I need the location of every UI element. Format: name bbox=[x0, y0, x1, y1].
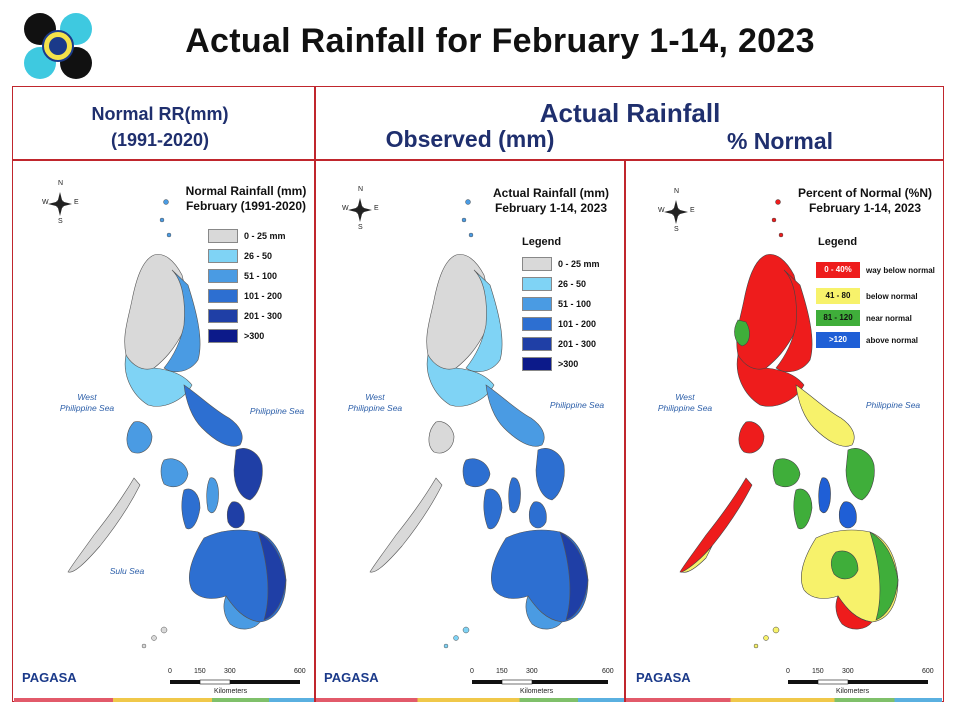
sea-label-west: West Philippine Sea bbox=[347, 392, 403, 413]
compass-s-label: S bbox=[674, 226, 679, 233]
compass-w-label: W bbox=[42, 199, 49, 206]
panel-actual: N S W E Actual Rainfall (mm) February 1-… bbox=[316, 160, 624, 702]
compass-n-label: N bbox=[674, 188, 680, 195]
scale-unit: Kilometers bbox=[520, 688, 554, 695]
pagasa-seal-icon bbox=[22, 12, 94, 80]
panel-actual-title-line2: February 1-14, 2023 bbox=[494, 201, 608, 215]
panel-percent-title-line2: February 1-14, 2023 bbox=[808, 201, 922, 215]
scale-unit: Kilometers bbox=[836, 688, 870, 695]
header-actual: Actual Rainfall bbox=[539, 98, 721, 128]
panel-normal-title: Normal Rainfall (mm) February (1991-2020… bbox=[184, 184, 308, 214]
panel-percent: N S W E Percent of Normal (%N) February … bbox=[626, 160, 942, 702]
scale-tick: 300 bbox=[526, 668, 538, 675]
legend-label-way-below: way below normal bbox=[866, 266, 935, 275]
scale-tick: 0 bbox=[168, 668, 172, 675]
scale-tick: 150 bbox=[496, 668, 508, 675]
sea-label-philippine: Philippine Sea bbox=[865, 400, 921, 410]
legend-item: 101 - 200 bbox=[208, 286, 286, 306]
legend-label-above: above normal bbox=[866, 336, 919, 345]
panel-actual-title: Actual Rainfall (mm) February 1-14, 2023 bbox=[486, 186, 616, 216]
panel-normal: N S W E Normal Rainfall (mm) February (1… bbox=[14, 160, 314, 702]
legend-item: 0 - 25 mm bbox=[522, 254, 600, 274]
legend-normal: 0 - 25 mm 26 - 50 51 - 100 101 - 200 201… bbox=[208, 226, 286, 346]
panel-vertical-divider bbox=[624, 159, 626, 702]
legend-label-near: near normal bbox=[866, 314, 912, 323]
compass-s-label: S bbox=[58, 218, 63, 225]
legend-label-below: below normal bbox=[866, 292, 918, 301]
panel-percent-title-line1: Percent of Normal (%N) bbox=[797, 186, 933, 200]
legend-swatch-near: 81 - 120 bbox=[816, 310, 860, 326]
compass-e-label: E bbox=[690, 207, 695, 214]
panel-normal-title-line1: Normal Rainfall (mm) bbox=[185, 184, 307, 198]
scale-tick: 600 bbox=[922, 668, 934, 675]
compass-n-label: N bbox=[58, 180, 64, 187]
legend-actual: Legend 0 - 25 mm 26 - 50 51 - 100 101 - … bbox=[522, 236, 600, 374]
compass-n-label: N bbox=[358, 186, 364, 193]
legend-swatch-above: >120 bbox=[816, 332, 860, 348]
legend-title: Legend bbox=[522, 236, 562, 248]
main-title: Actual Rainfall for February 1-14, 2023 bbox=[185, 22, 815, 60]
map-percent bbox=[664, 199, 928, 685]
legend-item: 201 - 300 bbox=[208, 306, 286, 326]
scale-tick: 150 bbox=[812, 668, 824, 675]
panel-actual-title-line1: Actual Rainfall (mm) bbox=[492, 186, 609, 200]
compass-e-label: E bbox=[374, 205, 379, 212]
scale-tick: 0 bbox=[786, 668, 790, 675]
scale-tick: 300 bbox=[224, 668, 236, 675]
sea-label-west: West Philippine Sea bbox=[59, 392, 115, 413]
header-divider bbox=[12, 159, 944, 161]
sea-label-philippine: Philippine Sea bbox=[549, 400, 605, 410]
panel-percent-title: Percent of Normal (%N) February 1-14, 20… bbox=[792, 186, 938, 216]
legend-item: 0 - 25 mm bbox=[208, 226, 286, 246]
legend-item: 201 - 300 bbox=[522, 334, 600, 354]
scale-tick: 600 bbox=[602, 668, 614, 675]
sea-label-sulu: Sulu Sea bbox=[109, 566, 145, 576]
pagasa-logo-text: PAGASA bbox=[22, 670, 77, 685]
pagasa-logo-text: PAGASA bbox=[636, 670, 691, 685]
sea-label-west: West Philippine Sea bbox=[657, 392, 713, 413]
legend-swatch-way-below: 0 - 40% bbox=[816, 262, 860, 278]
compass-w-label: W bbox=[658, 207, 665, 214]
header-percent: % Normal bbox=[726, 128, 834, 154]
pagasa-logo-text: PAGASA bbox=[324, 670, 379, 685]
scale-tick: 600 bbox=[294, 668, 306, 675]
sea-label-philippine: Philippine Sea bbox=[249, 406, 305, 416]
map-normal bbox=[48, 192, 300, 685]
legend-item: 26 - 50 bbox=[208, 246, 286, 266]
header-normal-line1: Normal RR(mm) bbox=[91, 104, 229, 124]
footer-color-bar bbox=[626, 698, 942, 702]
compass-e-label: E bbox=[74, 199, 79, 206]
scale-tick: 150 bbox=[194, 668, 206, 675]
header-observed: Observed (mm) bbox=[385, 126, 555, 152]
scale-unit: Kilometers bbox=[214, 688, 248, 695]
header-vertical-divider bbox=[314, 86, 316, 702]
legend-swatch-below: 41 - 80 bbox=[816, 288, 860, 304]
legend-title: Legend bbox=[818, 236, 858, 248]
scale-tick: 0 bbox=[470, 668, 474, 675]
legend-item: 101 - 200 bbox=[522, 314, 600, 334]
footer-color-bar bbox=[14, 698, 314, 702]
footer-color-bar bbox=[316, 698, 624, 702]
legend-item: 51 - 100 bbox=[208, 266, 286, 286]
panel-normal-title-line2: February (1991-2020) bbox=[185, 199, 307, 213]
header-normal-line2: (1991-2020) bbox=[110, 130, 210, 150]
legend-item: 51 - 100 bbox=[522, 294, 600, 314]
legend-item: >300 bbox=[522, 354, 600, 374]
legend-item: >300 bbox=[208, 326, 286, 346]
map-actual bbox=[348, 198, 608, 685]
scale-tick: 300 bbox=[842, 668, 854, 675]
compass-w-label: W bbox=[342, 205, 349, 212]
legend-item: 26 - 50 bbox=[522, 274, 600, 294]
compass-s-label: S bbox=[358, 224, 363, 231]
